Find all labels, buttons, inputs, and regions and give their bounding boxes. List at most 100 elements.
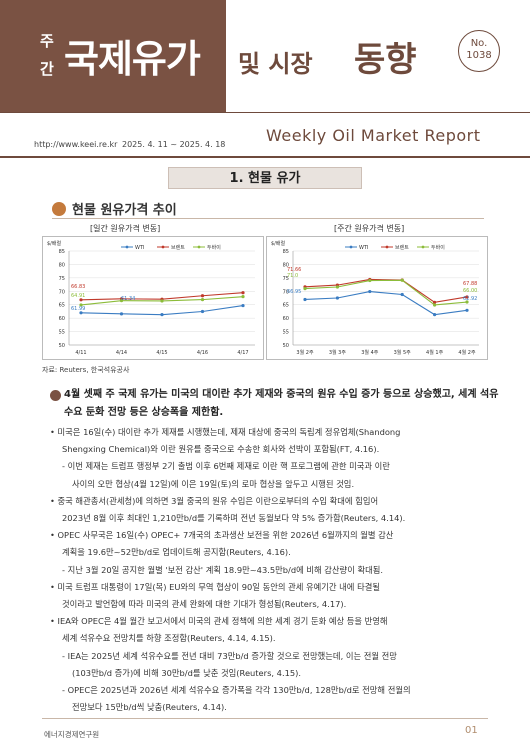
body-line: Shengxing Chemical)와 이란 원유를 중국으로 수송한 회사와… [62,444,380,455]
daily-legend-marker [125,245,129,249]
section-divider [0,156,530,158]
weekly-data-label: 66.00 [463,288,477,294]
weekly-legend-marker [421,245,425,249]
body-line: 세계 석유수요 전망치를 하향 조정함(Reuters, 4.14, 4.15)… [62,633,276,644]
body-line: • 미국은 16일(수) 대이란 추가 제재를 시행했는데, 제재 대상에 중국… [50,427,401,437]
daily-x-tick-label: 4/15 [156,350,167,356]
title-end: 동향 [354,40,417,80]
weekly-y-tick-label: 65 [283,303,289,309]
body-line: 사이의 오만 협상(4월 12일)에 이은 19일(토)의 로마 협상을 앞두고… [72,478,355,489]
weekly-data-point [433,303,437,307]
body-line: 2023년 8월 이후 최대인 1,210만b/d를 기록하며 전년 동월보다 … [62,513,406,523]
site-url[interactable]: http://www.keei.re.kr [34,140,118,149]
daily-y-tick-label: 55 [59,330,65,336]
weekly-x-tick-label: 3월 3주 [329,349,347,356]
weekly-data-point [303,287,307,291]
weekly-chart-svg: $/배럴 50 55 60 65 70 75 80 85 3월 2주 3월 3주 3월 4주 3월 5주… [271,240,479,356]
weekly-title: Weekly Oil Market Report [266,126,481,145]
weekly-data-label: 71.66 [287,267,301,273]
daily-y-tick-label: 70 [59,289,65,295]
daily-x-tick-label: 4/14 [116,350,127,356]
weekly-series-line [304,290,468,316]
body-line: - OPEC은 2025년과 2026년 세계 석유수요 증가폭을 각각 130… [62,685,411,695]
daily-chart: $/배럴 50 55 60 65 70 75 80 85 4/11 4/14 4/15 4/16 4/17… [42,236,264,360]
weekly-y-tick-label: 70 [283,289,289,295]
daily-legend-marker [161,245,165,249]
header-left-panel [0,0,226,112]
daily-data-point [79,298,83,302]
section-title: 1. 현물 유가 [168,167,362,189]
body-line: • 미국 트럼프 대통령이 17일(목) EU와의 무역 협상이 90일 동안의… [50,581,380,592]
daily-legend-label: 브렌트 [171,244,185,251]
daily-data-point [241,291,245,295]
daily-data-label: 64.91 [71,293,85,299]
daily-y-tick-label: 85 [59,249,65,255]
body-line: 것이라고 발언함에 따라 미국의 관세 완화에 대한 기대가 형성됨(Reute… [62,599,347,609]
weekly-y-tick-label: 55 [283,330,289,336]
weekly-series-line [304,278,468,303]
weekly-data-point [465,295,469,299]
weekly-legend-marker [349,245,353,249]
daily-x-tick-label: 4/16 [197,350,208,356]
page-number: 01 [465,725,478,736]
weekly-legend-label: 두바이 [431,244,445,251]
daily-chart-svg: $/배럴 50 55 60 65 70 75 80 85 4/11 4/14 4/15 4/16 4/17… [47,240,255,356]
daily-y-tick-label: 75 [59,276,65,282]
daily-data-point [200,294,205,298]
weekly-data-point [335,285,339,289]
daily-unit-label: $/배럴 [47,240,61,247]
issue-badge: No. 1038 [458,30,500,72]
bullet-icon [52,202,66,216]
header-ju: 주 [40,32,54,50]
daily-chart-title: [일간 원유가격 변동] [90,224,161,233]
issue-label: No. [470,38,488,49]
daily-data-point [119,299,124,303]
lead-bullet-icon [50,390,61,401]
daily-legend-marker [197,245,201,249]
footer-org: 에너지경제연구원 [44,730,100,739]
subsection-title: 현물 원유가격 추이 [72,203,177,218]
header-divider [0,112,530,113]
body-line: (103만b/d 증가)에 비해 30만b/d를 낮춘 것임(Reuters, … [72,667,302,678]
weekly-y-tick-label: 50 [283,343,289,349]
weekly-x-tick-label: 3월 5주 [394,349,412,356]
weekly-data-label: 67.88 [463,281,477,287]
weekly-chart: $/배럴 50 55 60 65 70 75 80 85 3월 2주 3월 3주 3월 4주 3월 5주… [266,236,488,360]
body-line: - 이번 제재는 트럼프 행정부 2기 출범 이후 6번째 제재로 이란 핵 프… [62,461,390,472]
body-line: • IEA와 OPEC은 4월 월간 보고서에서 미국의 관세 정책에 의한 세… [50,616,388,627]
daily-data-point [200,309,205,314]
chart-source: 자료: Reuters, 한국석유공사 [42,366,130,374]
weekly-data-label: 66.95 [287,289,301,295]
weekly-chart-title: [주간 원유가격 변동] [334,224,405,233]
weekly-data-point [433,300,437,304]
header-gan: 간 [40,60,54,78]
weekly-data-point [433,313,437,317]
title-main: 국제유가 [64,37,201,81]
daily-data-point [160,313,164,317]
body-line: • 중국 해관총서(관세청)에 의하면 3월 중국의 원유 수입은 이란으로부터… [50,495,379,506]
weekly-legend-marker [385,245,389,249]
weekly-legend-label: 브렌트 [395,244,409,251]
daily-data-point [119,312,124,316]
body-line: - 지난 3월 20일 공지한 월별 '보전 감산' 계획 18.9만~43.5… [62,564,384,575]
daily-data-point [200,298,205,302]
weekly-data-label: 71.0 [287,273,298,279]
daily-data-point [79,311,83,315]
daily-data-point [241,295,245,299]
weekly-y-tick-label: 60 [283,316,289,322]
daily-data-point [79,303,83,307]
weekly-x-tick-label: 3월 2주 [296,349,314,356]
daily-data-label: 66.83 [71,284,85,290]
weekly-unit-label: $/배럴 [271,240,285,247]
daily-x-tick-label: 4/17 [237,350,248,356]
weekly-data-point [400,278,404,282]
body-line: - IEA는 2025년 세계 석유수요를 전년 대비 73만b/d 증가할 것… [62,650,397,661]
subsection-underline [52,218,484,219]
weekly-x-tick-label: 3월 4주 [361,349,379,356]
weekly-y-tick-label: 75 [283,276,289,282]
daily-y-tick-label: 60 [59,316,65,322]
body-line: • OPEC 사무국은 16일(수) OPEC+ 7개국의 초과생산 보전을 위… [50,530,394,541]
daily-y-tick-label: 65 [59,303,65,309]
daily-data-point [241,303,245,308]
lead-summary: 4월 셋째 주 국제 유가는 미국의 대이란 추가 제재와 중국의 원유 수입 … [64,389,499,418]
